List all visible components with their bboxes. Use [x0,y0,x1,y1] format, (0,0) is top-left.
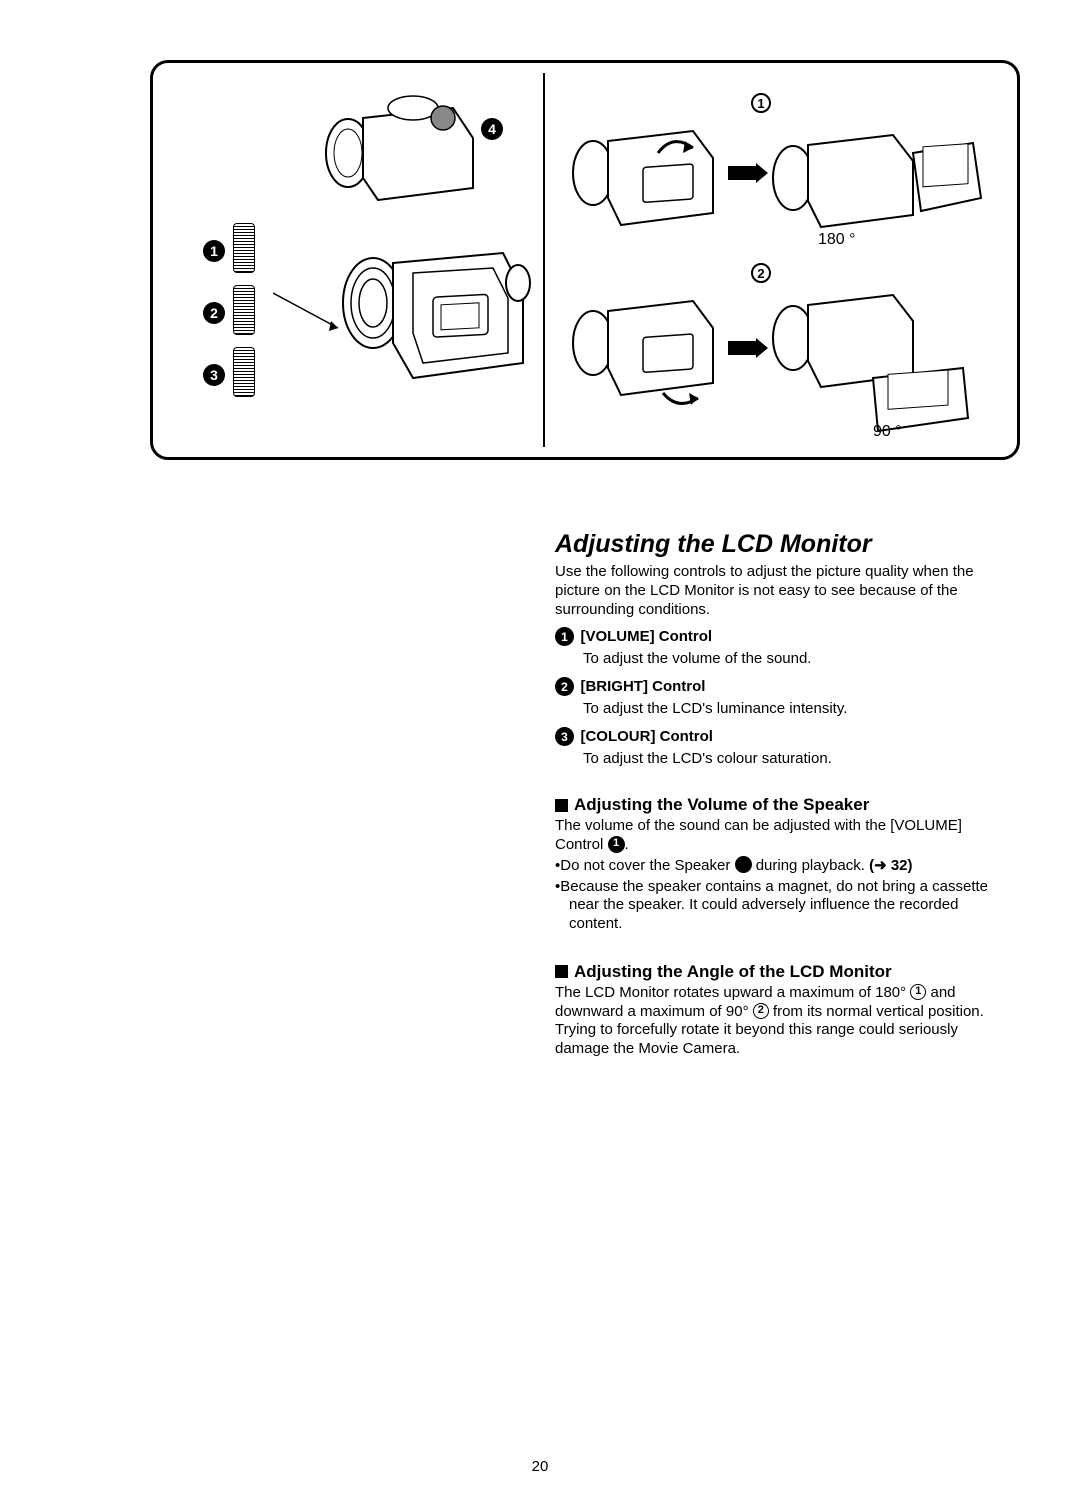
callout-4-icon: 4 [481,118,503,140]
callout-2-icon: 2 [203,302,225,324]
figure-frame: 1 2 3 [150,60,1020,460]
sub1-body: The volume of the sound can be adjusted … [555,817,995,855]
figure-divider [543,73,545,447]
volume-slider-icon [233,223,255,273]
camera-main-illustration [323,213,543,413]
manual-page: 1 2 3 [0,0,1080,1505]
sub1-bullet2: •Because the speaker contains a magnet, … [555,878,995,934]
control-sliders: 1 2 3 [203,223,255,409]
colour-slider-icon [233,347,255,397]
camera-rotation-4-illustration [763,263,993,443]
camera-top-illustration [313,78,493,208]
ctrl-desc: To adjust the LCD's luminance intensity. [583,700,995,717]
sub1-bullet1: •Do not cover the Speaker 4 during playb… [555,857,995,876]
inline-num-4-icon: 4 [735,856,752,873]
arrow-icon [728,163,768,183]
camera-rotation-2-illustration [763,93,993,253]
callout-3-icon: 3 [203,364,225,386]
ctrl-label: [BRIGHT] Control [580,678,705,695]
ctrl-desc: To adjust the LCD's colour saturation. [583,750,995,767]
inline-circ-2-icon: 2 [753,1003,769,1019]
square-bullet-icon [555,965,568,978]
square-bullet-icon [555,799,568,812]
text-column: Adjusting the LCD Monitor Use the follow… [555,530,995,1059]
camera-rotation-1-illustration [563,93,733,253]
angle-90-label: 90 ° [873,423,902,441]
inline-circ-1-icon: 1 [910,984,926,1000]
page-number: 20 [532,1458,549,1475]
camera-rotation-3-illustration [563,263,733,423]
ctrl-num-icon: 1 [555,627,574,646]
subheading-text: Adjusting the Angle of the LCD Monitor [574,962,892,982]
control-1: 1 [VOLUME] Control [555,627,995,646]
ctrl-desc: To adjust the volume of the sound. [583,650,995,667]
ctrl-num-icon: 3 [555,727,574,746]
callout-1-icon: 1 [203,240,225,262]
arrow-icon [728,338,768,358]
intro-text: Use the following controls to adjust the… [555,563,995,619]
subheading-volume: Adjusting the Volume of the Speaker [555,795,995,815]
callout-circle-1-icon: 1 [751,93,771,113]
bright-slider-icon [233,285,255,335]
angle-180-label: 180 ° [818,231,856,249]
ctrl-label: [COLOUR] Control [580,728,712,745]
subheading-text: Adjusting the Volume of the Speaker [574,795,869,815]
control-3: 3 [COLOUR] Control [555,727,995,746]
inline-num-1-icon: 1 [608,836,625,853]
control-2: 2 [BRIGHT] Control [555,677,995,696]
subheading-angle: Adjusting the Angle of the LCD Monitor [555,962,995,982]
section-title: Adjusting the LCD Monitor [555,530,995,559]
sub2-body: The LCD Monitor rotates upward a maximum… [555,984,995,1059]
ctrl-num-icon: 2 [555,677,574,696]
callout-circle-2-icon: 2 [751,263,771,283]
ctrl-label: [VOLUME] Control [580,628,712,645]
